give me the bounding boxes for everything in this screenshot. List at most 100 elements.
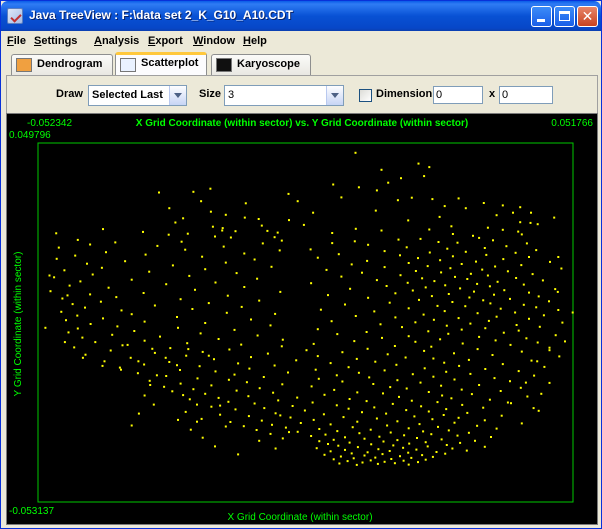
data-point <box>65 319 67 322</box>
data-point <box>84 306 86 309</box>
data-point <box>118 366 121 369</box>
data-point <box>331 242 334 245</box>
data-point <box>509 380 511 383</box>
menu-settings[interactable]: Settings <box>34 35 78 47</box>
data-point <box>388 450 391 452</box>
menu-file[interactable]: File <box>7 35 26 47</box>
data-point <box>339 455 342 458</box>
data-point <box>417 257 419 260</box>
data-point <box>159 335 161 338</box>
dimension-y-field[interactable]: 0 <box>499 86 553 104</box>
data-point <box>402 446 405 449</box>
chevron-down-icon[interactable] <box>326 86 343 105</box>
data-point <box>427 391 430 393</box>
tab-scatterplot[interactable]: Scatterplot <box>115 52 207 76</box>
data-point <box>169 347 172 350</box>
size-select[interactable]: 3 <box>224 85 344 106</box>
data-point <box>316 355 319 358</box>
dimension-x-field[interactable]: 0 <box>433 86 483 104</box>
data-point <box>379 323 382 326</box>
karyoscope-icon <box>216 58 232 72</box>
data-point <box>373 310 376 313</box>
menu-export[interactable]: Export <box>148 35 183 47</box>
tab-karyoscope[interactable]: Karyoscope <box>211 54 311 75</box>
data-point <box>221 229 224 232</box>
data-point <box>393 462 396 465</box>
maximize-button[interactable] <box>554 6 575 27</box>
data-point <box>229 421 232 423</box>
data-point <box>532 407 535 410</box>
data-point <box>107 286 110 289</box>
view-tabs: Dendrogram Scatterplot Karyoscope <box>1 51 601 76</box>
data-point <box>61 297 64 300</box>
data-point <box>167 233 170 236</box>
data-point <box>315 447 318 450</box>
scatterplot-canvas[interactable]: X Grid Coordinate (within sector) vs. Y … <box>6 113 598 525</box>
data-point <box>481 268 484 271</box>
data-point <box>432 375 435 378</box>
data-point <box>506 401 509 404</box>
data-point <box>536 360 539 363</box>
data-point <box>556 290 559 293</box>
data-point <box>520 233 523 236</box>
data-point <box>152 403 155 406</box>
data-point <box>105 251 107 254</box>
data-point <box>79 280 82 283</box>
data-point <box>341 380 344 383</box>
data-point <box>111 333 114 336</box>
menu-help[interactable]: Help <box>243 35 267 47</box>
data-point <box>115 296 118 299</box>
data-point <box>383 369 386 372</box>
dimension-checkbox[interactable] <box>359 89 372 102</box>
data-point <box>465 449 468 452</box>
data-point <box>309 248 312 251</box>
data-point <box>468 296 471 299</box>
data-point <box>76 238 79 241</box>
data-point <box>207 354 210 357</box>
data-point <box>353 240 356 243</box>
data-point <box>540 392 543 395</box>
data-point <box>469 272 472 275</box>
data-point <box>143 394 146 397</box>
data-point <box>168 207 171 210</box>
data-point <box>537 295 540 298</box>
data-point <box>355 357 358 360</box>
title-bar[interactable]: Java TreeView : F:\data set 2_K_G10_A10.… <box>1 1 601 31</box>
data-point <box>322 413 325 416</box>
data-point <box>514 251 517 254</box>
data-point <box>184 248 187 251</box>
data-point <box>367 296 370 299</box>
data-point <box>217 338 220 340</box>
menu-window[interactable]: Window <box>193 35 236 47</box>
chevron-down-icon[interactable] <box>169 86 186 105</box>
data-point <box>531 273 534 276</box>
data-point <box>517 230 520 233</box>
data-point <box>469 372 472 375</box>
data-point <box>383 250 386 253</box>
data-point <box>501 363 504 366</box>
minimize-button[interactable] <box>531 6 552 27</box>
data-point <box>57 246 60 249</box>
data-point <box>411 289 414 292</box>
menu-analysis[interactable]: Analysis <box>94 35 140 47</box>
data-point <box>214 235 216 238</box>
data-point <box>180 240 183 243</box>
data-point <box>158 191 160 194</box>
data-point <box>310 282 313 285</box>
data-point <box>186 342 189 345</box>
data-point <box>533 374 536 377</box>
data-point <box>509 343 512 346</box>
draw-select[interactable]: Selected Last <box>88 85 187 106</box>
data-point <box>456 241 459 244</box>
data-point <box>331 232 334 234</box>
data-point <box>234 230 237 233</box>
data-point <box>192 190 195 193</box>
data-point <box>274 447 277 450</box>
close-button[interactable]: ✕ <box>577 6 598 27</box>
data-point <box>557 256 560 258</box>
data-point <box>49 290 52 293</box>
tab-dendrogram[interactable]: Dendrogram <box>11 54 113 75</box>
data-point <box>484 327 487 330</box>
data-point <box>444 452 447 455</box>
data-point <box>284 426 287 429</box>
